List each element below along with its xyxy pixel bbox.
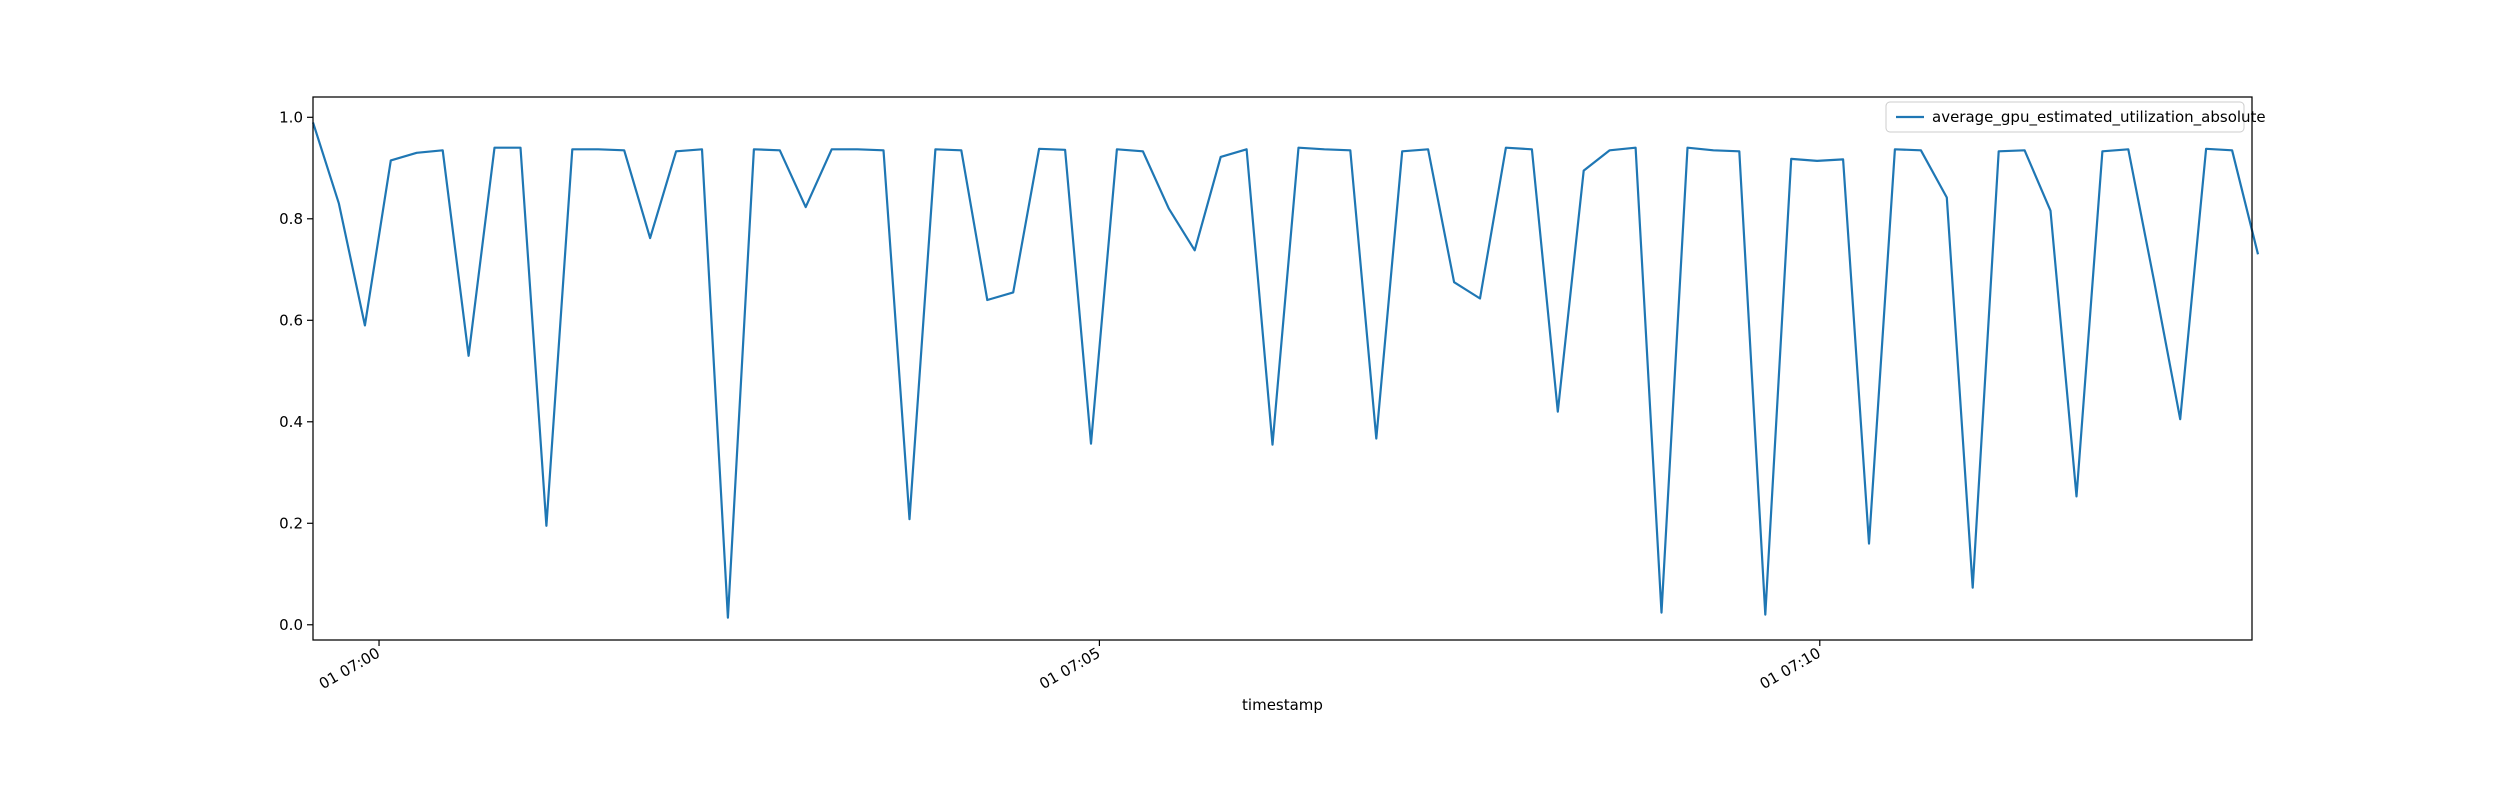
x-axis: 01 07:00 01 07:05 01 07:10 xyxy=(316,640,1824,693)
y-axis: 0.0 0.2 0.4 0.6 0.8 1.0 xyxy=(279,108,313,634)
legend: average_gpu_estimated_utilization_absolu… xyxy=(1885,101,2266,133)
series-line-0 xyxy=(311,122,2260,619)
legend-label: average_gpu_estimated_utilization_absolu… xyxy=(1932,108,2266,127)
x-axis-label: timestamp xyxy=(1242,696,1323,714)
x-tick-label: 01 07:00 xyxy=(316,644,383,693)
legend-box xyxy=(1885,101,2245,133)
y-tick-label: 1.0 xyxy=(279,108,303,126)
x-tick-label: 01 07:10 xyxy=(1757,644,1824,693)
series-layer xyxy=(311,122,2260,619)
y-tick-label: 0.8 xyxy=(279,210,303,228)
y-tick-label: 0.0 xyxy=(279,616,303,634)
y-tick-label: 0.6 xyxy=(279,311,303,329)
x-tick-label: 01 07:05 xyxy=(1036,644,1103,693)
y-tick-label: 0.2 xyxy=(279,514,303,532)
axes-frame xyxy=(312,96,2253,641)
y-tick-label: 0.4 xyxy=(279,413,303,431)
